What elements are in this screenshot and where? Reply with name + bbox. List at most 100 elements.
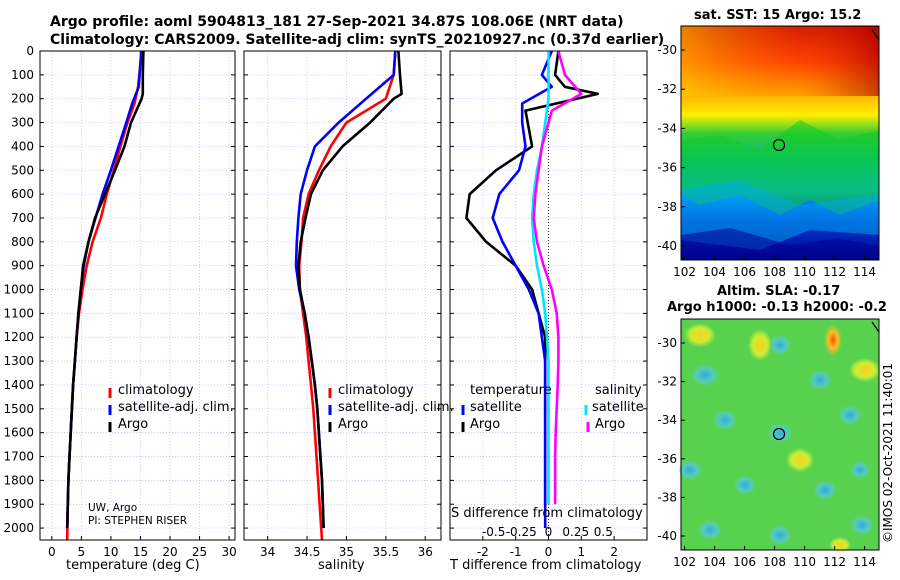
- temperature-profile-xtick: 30: [221, 545, 236, 559]
- depth-tick: 500: [11, 163, 34, 177]
- salinity-diff-tick: -0.25: [506, 525, 537, 539]
- depth-tick: 1000: [3, 283, 34, 297]
- temperature-profile-xtick: 0: [48, 545, 56, 559]
- sla-map-lat-tick: -30: [657, 336, 677, 350]
- temperature-profile-xtick: 5: [78, 545, 86, 559]
- sla-map-lat-tick: -38: [657, 490, 677, 504]
- temperature-profile-xtick: 25: [192, 545, 207, 559]
- depth-tick: 700: [11, 211, 34, 225]
- temperature-profile-xtick: 10: [103, 545, 118, 559]
- diff-legend-t-argo: Argo: [470, 417, 501, 432]
- salinity-diff-tick: -0.5: [482, 525, 505, 539]
- sla-map-lon-tick: 102: [673, 555, 696, 569]
- difference-profile-xtick: -2: [477, 545, 489, 559]
- difference-xlabel: T difference from climatology: [450, 558, 642, 573]
- sla-map-float-marker: [772, 427, 786, 441]
- salinity-profile-xtick: 36: [418, 545, 433, 559]
- sal-legend-satellite: satellite-adj. clim.: [338, 400, 454, 415]
- diff-legend-t-satellite: satellite: [470, 400, 522, 415]
- salinity-xlabel: salinity: [318, 558, 365, 573]
- sla-map: [678, 318, 881, 553]
- credit-line1: UW, Argo: [88, 502, 138, 514]
- depth-tick: 400: [11, 139, 34, 153]
- sla-map-lat-tick: -36: [657, 452, 677, 466]
- depth-tick: 100: [11, 68, 34, 82]
- sst-map-lat-tick: -36: [657, 161, 677, 175]
- sst-map-lat-tick: -34: [657, 121, 677, 135]
- sst-map-lon-tick: 108: [763, 265, 786, 279]
- sst-map-lon-tick: 102: [673, 265, 696, 279]
- sal-legend-climatology: climatology: [338, 383, 414, 398]
- sla-map-lon-tick: 112: [823, 555, 846, 569]
- sla-map-subtitle: Argo h1000: -0.13 h2000: -0.2: [667, 300, 887, 315]
- sst-map-lon-tick: 110: [793, 265, 816, 279]
- difference-profile-xtick: -1: [510, 545, 522, 559]
- temp-legend-satellite: satellite-adj. clim.: [118, 400, 234, 415]
- temperature-profile-series-argo: [65, 50, 145, 529]
- sst-map-float-marker: [772, 138, 786, 152]
- sst-map-lon-tick: 112: [823, 265, 846, 279]
- diff-legend-s-satellite: satellite: [592, 400, 644, 415]
- depth-tick: 1600: [3, 426, 34, 440]
- salinity-profile-xtick: 35: [339, 545, 354, 559]
- sla-map-lat-tick: -40: [657, 529, 677, 543]
- difference-profile-xtick: 0: [545, 545, 553, 559]
- sla-map-lat-tick: -32: [657, 375, 677, 389]
- salinity-diff-tick: 0: [545, 525, 553, 539]
- sst-map-lat-tick: -38: [657, 200, 677, 214]
- figure-title-line1: Argo profile: aoml 5904813_181 27-Sep-20…: [50, 14, 624, 30]
- sla-map-lat-tick: -34: [657, 413, 677, 427]
- depth-tick: 1700: [3, 450, 34, 464]
- depth-tick: 1500: [3, 402, 34, 416]
- depth-tick: 2000: [3, 521, 34, 535]
- salinity-profile-xtick: 35.5: [372, 545, 399, 559]
- salinity-diff-tick: 0.5: [594, 525, 613, 539]
- sst-map-lon-tick: 114: [853, 265, 876, 279]
- salinity-diff-tick: 0.25: [562, 525, 589, 539]
- temperature-xlabel: temperature (deg C): [66, 558, 200, 573]
- depth-tick: 1300: [3, 354, 34, 368]
- salinity-profile-xtick: 34.5: [294, 545, 321, 559]
- temperature-profile-xtick: 20: [162, 545, 177, 559]
- sla-map-lon-tick: 106: [733, 555, 756, 569]
- depth-tick: 200: [11, 92, 34, 106]
- difference-profile-series-t-argo: [465, 50, 600, 505]
- sst-map-lon-tick: 104: [703, 265, 726, 279]
- depth-tick: 0: [26, 44, 34, 58]
- sst-map-lon-tick: 106: [733, 265, 756, 279]
- depth-tick: 1400: [3, 378, 34, 392]
- difference-profile-series-s-satellite: [530, 51, 550, 505]
- depth-tick: 800: [11, 235, 34, 249]
- depth-tick: 1900: [3, 497, 34, 511]
- depth-tick: 1100: [3, 306, 34, 320]
- difference-xlabel-salinity: S difference from climatology: [451, 506, 643, 521]
- credit-line2: PI: STEPHEN RISER: [88, 515, 188, 527]
- salinity-profile-xtick: 34: [260, 545, 275, 559]
- depth-tick: 1200: [3, 330, 34, 344]
- sla-map-lon-tick: 104: [703, 555, 726, 569]
- depth-tick: 1800: [3, 473, 34, 487]
- difference-profile-xtick: 1: [578, 545, 586, 559]
- temperature-profile: 0 5 10 15 20 25 300100200300400500600700800900…: [3, 44, 236, 559]
- temp-legend-argo: Argo: [118, 417, 149, 432]
- depth-tick: 600: [11, 187, 34, 201]
- diff-legend-salinity-title: salinity: [595, 383, 642, 398]
- imos-watermark: ©IMOS 02-Oct-2021 11:40:01: [881, 362, 895, 543]
- diff-legend-s-argo: Argo: [595, 417, 626, 432]
- temperature-profile-xtick: 15: [133, 545, 148, 559]
- diff-legend-temperature-title: temperature: [470, 383, 552, 398]
- sal-legend-argo: Argo: [338, 417, 369, 432]
- figure-title-line2: Climatology: CARS2009. Satellite-adj cli…: [50, 32, 665, 48]
- temp-legend-climatology: climatology: [118, 383, 194, 398]
- depth-tick: 900: [11, 259, 34, 273]
- depth-tick: 300: [11, 116, 34, 130]
- sla-map-lon-tick: 114: [853, 555, 876, 569]
- difference-profile-series-t-satellite: [491, 50, 554, 529]
- salinity-profile: 34 34.5 35 35.5 36: [243, 50, 442, 559]
- salinity-profile-series-climatology: [297, 50, 397, 541]
- sst-map-lat-tick: -30: [657, 43, 677, 57]
- difference-profile-xtick: 2: [610, 545, 618, 559]
- salinity-profile-series-argo: [297, 50, 403, 529]
- sst-map-title: sat. SST: 15 Argo: 15.2: [694, 8, 862, 23]
